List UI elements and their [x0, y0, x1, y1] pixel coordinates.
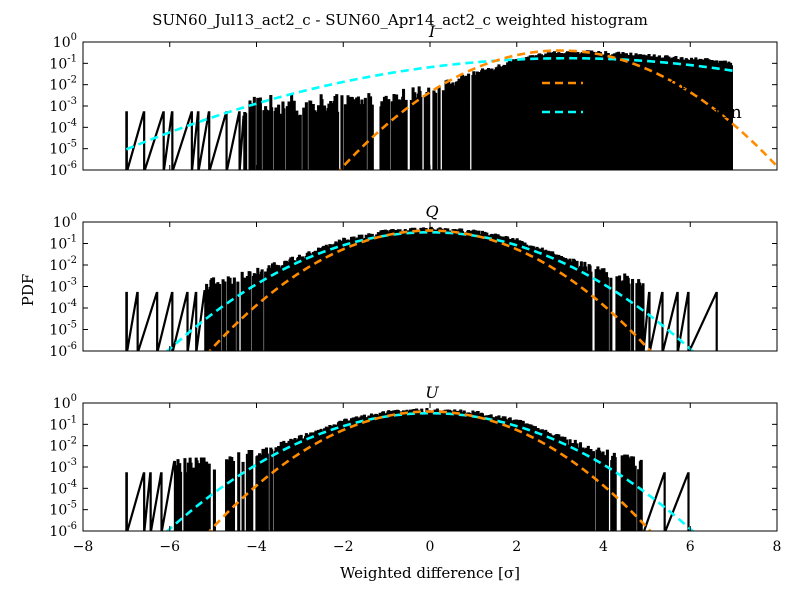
x-tick-label: −4	[246, 539, 267, 555]
legend-label: White noise	[598, 73, 706, 94]
panel-u: U −8 −6 −4 −2 0 2 4 6 8 100 10-1 10-2 10-3 10-4 10-5 10-…	[49, 383, 781, 555]
x-tick-label: −8	[73, 539, 94, 555]
y-tick-label: 100	[53, 393, 77, 412]
data-histogram	[125, 50, 733, 170]
x-ticks	[82, 222, 778, 351]
panel-title: I	[428, 22, 436, 41]
x-tick-label: 6	[686, 539, 695, 555]
y-tick-label: 100	[53, 212, 77, 231]
legend-label: Fitted Gaussian	[598, 102, 742, 123]
panel-title: U	[425, 383, 439, 402]
y-tick-label: 10-4	[49, 478, 77, 497]
x-ticks: −8 −6 −4 −2 0 2 4 6 8	[73, 403, 782, 555]
figure-title: SUN60_Jul13_act2_c - SUN60_Apr14_act2_c …	[152, 11, 648, 29]
y-tick-label: 10-2	[49, 75, 77, 94]
x-tick-label: 4	[599, 539, 608, 555]
plot-area	[125, 226, 718, 351]
y-tick-label: 10-1	[49, 234, 77, 253]
y-tick-label: 10-3	[49, 457, 77, 476]
white-noise-curve	[338, 49, 777, 170]
x-tick-label: 8	[773, 539, 782, 555]
x-tick-label: 0	[426, 539, 435, 555]
y-ticks: 100 10-1 10-2 10-3 10-4 10-5 10-6	[49, 32, 777, 179]
white-noise-curve	[207, 229, 653, 351]
plot-area	[125, 49, 777, 170]
data-histogram	[125, 226, 718, 351]
y-tick-label: 10-6	[49, 521, 77, 540]
y-tick-label: 10-5	[49, 320, 77, 339]
legend-box	[541, 132, 585, 150]
fitted-gaussian-curve	[165, 230, 695, 351]
y-ticks: 100 10-1 10-2 10-3 10-4 10-5 10-6	[49, 393, 777, 540]
x-tick-label: −2	[333, 539, 354, 555]
y-tick-label: 10-4	[49, 117, 77, 136]
data-histogram	[125, 408, 690, 531]
y-tick-label: 100	[53, 32, 77, 51]
y-tick-label: 10-2	[49, 436, 77, 455]
y-tick-label: 10-1	[49, 414, 77, 433]
x-ticks	[82, 42, 778, 170]
y-tick-label: 10-6	[49, 341, 77, 360]
panels: I 100 10-1 10-2 10-3 10-4 10-5 10-6 Q 100 10-1 10-2…	[49, 22, 781, 555]
y-tick-label: 10-5	[49, 500, 77, 519]
y-tick-label: 10-6	[49, 160, 77, 179]
fitted-gaussian-curve	[125, 56, 734, 151]
plot-area	[125, 408, 695, 531]
fitted-gaussian-curve	[165, 411, 695, 531]
legend-entry: Data	[541, 131, 641, 152]
legend-entry: White noise	[542, 73, 706, 94]
y-tick-label: 10-2	[49, 255, 77, 274]
y-tick-label: 10-3	[49, 277, 77, 296]
y-tick-label: 10-1	[49, 53, 77, 72]
legend-label: Data	[598, 131, 641, 152]
x-axis-label: Weighted difference [σ]	[340, 564, 520, 582]
legend-entry: Fitted Gaussian	[542, 102, 742, 123]
y-tick-label: 10-3	[49, 96, 77, 115]
x-tick-label: −6	[159, 539, 180, 555]
legend: White noise Fitted Gaussian Data	[541, 73, 742, 152]
x-tick-label: 2	[512, 539, 521, 555]
white-noise-curve	[207, 410, 653, 531]
y-tick-label: 10-5	[49, 139, 77, 158]
panel-i: I 100 10-1 10-2 10-3 10-4 10-5 10-6	[49, 22, 778, 179]
y-ticks: 100 10-1 10-2 10-3 10-4 10-5 10-6	[49, 212, 777, 360]
y-axis-label: PDF	[19, 274, 37, 307]
panel-q: Q 100 10-1 10-2 10-3 10-4 10-5 10-6	[49, 202, 778, 360]
y-tick-label: 10-4	[49, 298, 77, 317]
panel-title: Q	[425, 202, 438, 221]
